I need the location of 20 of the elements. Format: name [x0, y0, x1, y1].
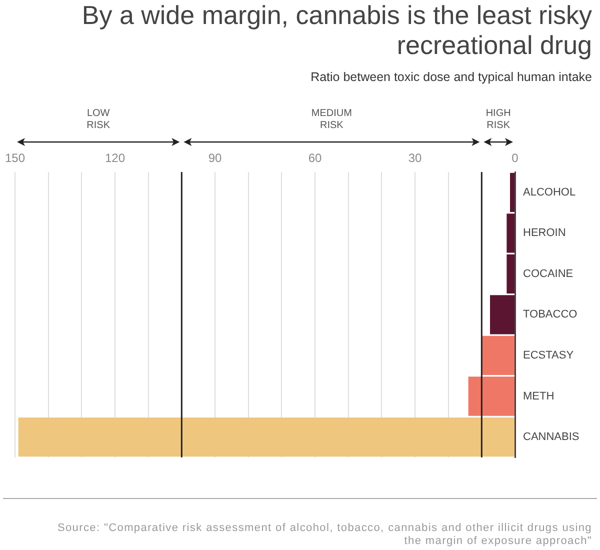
- chart-title: By a wide margin, cannabis is the least risky recreational drug: [80, 0, 592, 60]
- y-tick-label: ECSTASY: [523, 350, 574, 362]
- x-tick-label: 150: [4, 151, 26, 166]
- bar: [18, 417, 514, 457]
- y-tick-label: COCAINE: [523, 268, 574, 280]
- x-tick-label: 30: [408, 151, 422, 166]
- text: LOW RISK: [86, 108, 110, 131]
- y-tick-label: TOBACCO: [523, 308, 578, 321]
- text: HIGH RISK: [486, 108, 511, 131]
- x-tick-label: 90: [208, 151, 222, 166]
- chart-subtitle: Ratio between toxic dose and typical human intake: [310, 70, 592, 84]
- y-tick-label: ALCOHOL: [523, 186, 576, 198]
- text: MEDIUM RISK: [311, 108, 352, 131]
- x-tick-label: 0: [512, 151, 519, 166]
- y-tick-label: CANNABIS: [523, 431, 580, 444]
- x-tick-label: 120: [104, 151, 126, 166]
- y-tick-label: HEROIN: [523, 227, 566, 240]
- y-tick-label: METH: [523, 390, 554, 402]
- x-tick-label: 60: [308, 151, 322, 166]
- source-note: Source: "Comparative risk assessment of alcohol, tobacco, cannabis and other illicit drugs using the margin of exposure approach": [56, 522, 592, 548]
